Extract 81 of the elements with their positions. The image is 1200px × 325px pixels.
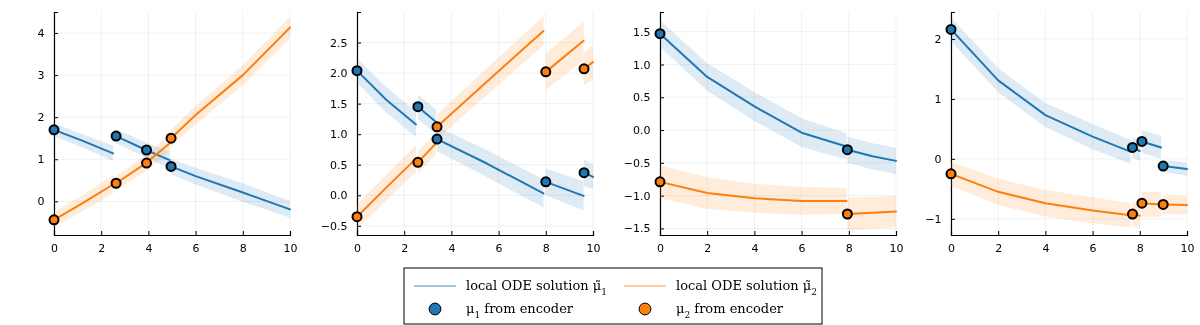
point: [1126, 208, 1138, 220]
x-tick-label: 4: [751, 242, 759, 256]
x-tick-label: 6: [798, 242, 806, 256]
point: [1157, 198, 1169, 210]
x-tick-label: 10: [283, 242, 298, 256]
y-tick-label: −0.5: [623, 156, 651, 170]
x-tick-label: 8: [239, 242, 247, 256]
point: [540, 66, 552, 78]
x-tick-label: 10: [889, 242, 904, 256]
y-tick-label: 0.5: [329, 158, 348, 172]
x-tick-label: 2: [98, 242, 106, 256]
legend-label: local ODE solution μ̃$_{1}$: [466, 278, 607, 297]
x-tick-label: 4: [145, 242, 153, 256]
x-tick-label: 8: [845, 242, 853, 256]
y-tick-label: −1.5: [623, 222, 651, 236]
point: [578, 167, 590, 179]
point: [165, 132, 177, 144]
point: [540, 176, 552, 188]
legend-label: local ODE solution μ̃$_{2}$: [676, 278, 817, 297]
x-tick-label: 2: [401, 242, 409, 256]
y-tick-label: 3: [37, 69, 45, 83]
point: [841, 208, 853, 220]
y-tick-label: 4: [37, 27, 45, 41]
x-tick-label: 0: [51, 242, 58, 256]
x-tick-label: 4: [1042, 242, 1050, 256]
y-tick-label: 2.0: [329, 67, 348, 81]
legend-label: μ$_{2}$ from encoder: [676, 301, 784, 320]
y-tick-label: 0.5: [632, 91, 651, 105]
y-tick-label: 1: [934, 92, 942, 106]
point: [351, 65, 363, 77]
y-tick-label: 1.5: [632, 25, 651, 39]
x-tick-label: 10: [1180, 242, 1195, 256]
point: [351, 211, 363, 223]
x-tick-label: 8: [542, 242, 550, 256]
x-tick-label: 0: [354, 242, 361, 256]
point: [945, 23, 957, 35]
point: [1126, 141, 1138, 153]
point: [141, 157, 153, 169]
point: [654, 176, 666, 188]
point: [412, 101, 424, 113]
y-tick-label: 1.0: [632, 58, 651, 72]
y-tick-label: 0.0: [329, 189, 348, 203]
point: [945, 168, 957, 180]
x-tick-label: 6: [192, 242, 200, 256]
point: [48, 124, 60, 136]
x-tick-label: 0: [657, 242, 664, 256]
x-tick-label: 4: [448, 242, 456, 256]
point: [1157, 160, 1169, 172]
y-tick-label: 2: [37, 111, 45, 125]
y-tick-label: −1: [925, 212, 942, 226]
point: [1136, 135, 1148, 147]
legend-label: μ$_{1}$ from encoder: [466, 301, 574, 320]
y-tick-label: 1.5: [329, 97, 348, 111]
point: [110, 130, 122, 142]
y-tick-label: 1.0: [329, 128, 348, 142]
x-tick-label: 8: [1136, 242, 1144, 256]
x-tick-label: 6: [1089, 242, 1097, 256]
point: [431, 133, 443, 145]
x-tick-label: 2: [704, 242, 712, 256]
point: [110, 177, 122, 189]
y-tick-label: 2.5: [329, 36, 348, 50]
point: [141, 144, 153, 156]
x-tick-label: 10: [586, 242, 601, 256]
point: [431, 121, 443, 133]
y-tick-label: 2: [934, 33, 942, 46]
y-tick-label: 1: [37, 153, 45, 167]
point: [654, 28, 666, 40]
x-tick-label: 6: [495, 242, 503, 256]
y-tick-label: 0.0: [632, 124, 651, 138]
y-tick-label: −1.0: [623, 189, 651, 203]
x-tick-label: 2: [995, 242, 1003, 256]
point: [165, 160, 177, 172]
point: [1136, 197, 1148, 209]
point: [841, 144, 853, 156]
y-tick-label: 0: [37, 195, 45, 209]
point: [578, 63, 590, 75]
y-tick-label: 0: [934, 152, 942, 166]
point: [48, 214, 60, 226]
x-tick-label: 0: [948, 242, 955, 256]
point: [412, 156, 424, 168]
y-tick-label: −0.5: [320, 219, 348, 233]
